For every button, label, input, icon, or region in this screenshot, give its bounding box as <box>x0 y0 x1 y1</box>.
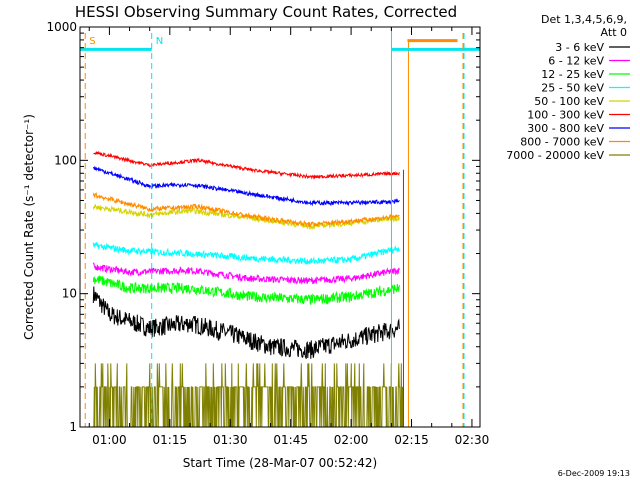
x-tick-label: 01:00 <box>92 433 127 447</box>
y-tick-label: 1000 <box>46 20 77 34</box>
x-tick-label: 01:30 <box>213 433 248 447</box>
legend-label: 3 - 6 keV <box>555 41 604 54</box>
x-tick-label: 02:15 <box>394 433 429 447</box>
series-line-3 <box>92 241 400 265</box>
plot-frame <box>79 26 481 428</box>
legend-label: 100 - 300 keV <box>527 109 604 122</box>
legend-title: Det 1,3,4,5,6,9, <box>541 13 627 26</box>
y-tick-label: 100 <box>54 153 77 167</box>
legend-label: 25 - 50 keV <box>541 82 604 95</box>
legend-label: 800 - 7000 keV <box>520 136 604 149</box>
x-tick-label: 01:15 <box>153 433 188 447</box>
legend-title-line2: Att 0 <box>601 26 627 39</box>
series-line-7 <box>92 192 400 228</box>
marker-label-n: N <box>156 36 163 47</box>
series-line-2 <box>92 275 400 306</box>
legend-label: 50 - 100 keV <box>534 95 604 108</box>
x-tick-label: 02:00 <box>334 433 369 447</box>
series-line-0 <box>92 286 400 359</box>
marker-label-s: S <box>89 36 95 47</box>
x-axis-label: Start Time (28-Mar-07 00:52:42) <box>183 456 377 470</box>
footer-date: 6-Dec-2009 19:13 <box>558 469 630 478</box>
legend-label: 6 - 12 keV <box>548 55 604 68</box>
x-tick-label: 01:45 <box>273 433 308 447</box>
y-tick-label: 10 <box>62 287 77 301</box>
tick-layer: 01:00 01:15 01:30 01:45 02:00 02:15 02:30 1 10 10… <box>46 20 489 447</box>
y-tick-label: 1 <box>69 420 77 434</box>
legend-label: 12 - 25 keV <box>541 68 604 81</box>
series-line-1 <box>92 261 400 285</box>
legend-label: 300 - 800 keV <box>527 122 604 135</box>
legend-label: 7000 - 20000 keV <box>506 149 604 162</box>
series-line-5 <box>93 150 400 180</box>
series-line-6 <box>92 165 400 207</box>
x-tick-label: 02:30 <box>455 433 490 447</box>
y-axis-label: Corrected Count Rate (s⁻¹ detector⁻¹) <box>22 114 36 340</box>
chart-title: HESSI Observing Summary Count Rates, Cor… <box>75 3 457 21</box>
